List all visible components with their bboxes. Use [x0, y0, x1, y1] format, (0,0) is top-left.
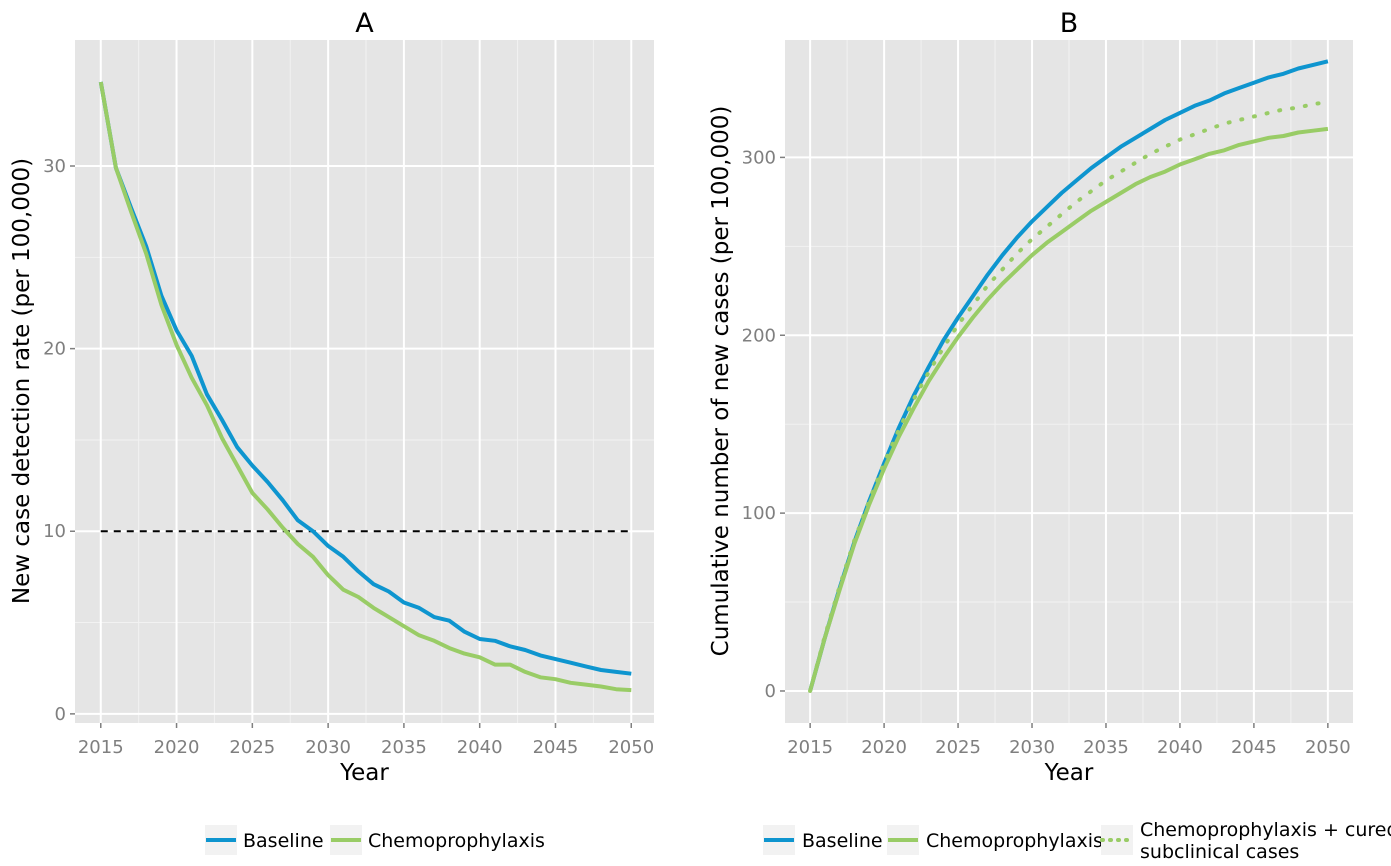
legend-a-label-baseline: Baseline — [243, 830, 324, 852]
legend-b: Baseline Chemoprophylaxis Chemoprophylax… — [763, 819, 1391, 863]
legend-b-label-cured-subclinical-line1: Chemoprophylaxis + cured — [1140, 819, 1391, 841]
legend-b-label-baseline: Baseline — [802, 830, 883, 852]
y-tick-label: 0 — [765, 681, 776, 702]
legend-a: Baseline Chemoprophylaxis — [205, 825, 545, 855]
panel-a-title: A — [355, 8, 374, 39]
series-line-chemoprophylaxis — [808, 126, 1329, 692]
series-line-chemoprophylaxis-cured-subclinical-cases — [808, 100, 1330, 693]
panel-b-series — [808, 59, 1330, 693]
x-tick-label: 2040 — [1157, 737, 1203, 758]
panel-a-x-axis-title: Year — [339, 760, 389, 786]
panel-a-background — [75, 40, 654, 723]
y-tick-label: 30 — [43, 156, 66, 177]
x-tick-label: 2030 — [305, 737, 351, 758]
x-tick-label: 2045 — [533, 737, 579, 758]
y-tick-label: 200 — [742, 325, 776, 346]
legend-b-label-chemoprophylaxis: Chemoprophylaxis — [926, 830, 1103, 852]
y-tick-label: 0 — [55, 704, 66, 725]
panel-b-title: B — [1060, 8, 1079, 39]
x-tick-label: 2025 — [935, 737, 981, 758]
x-tick-label: 2050 — [1305, 737, 1351, 758]
x-tick-label: 2020 — [154, 737, 200, 758]
panel-a-y-ticks: 0 10 20 30 — [43, 156, 75, 725]
x-tick-label: 2015 — [78, 737, 124, 758]
x-tick-label: 2040 — [457, 737, 503, 758]
x-tick-label: 2050 — [608, 737, 654, 758]
panel-b-y-axis-title: Cumulative number of new cases (per 100,… — [708, 106, 734, 657]
y-tick-label: 300 — [742, 147, 776, 168]
x-tick-label: 2035 — [1083, 737, 1129, 758]
y-tick-label: 20 — [43, 339, 66, 360]
panel-a-x-ticks: 2015 2020 2025 2030 2035 2040 2045 2050 — [78, 723, 654, 758]
x-tick-label: 2035 — [381, 737, 427, 758]
legend-a-label-chemoprophylaxis: Chemoprophylaxis — [368, 830, 545, 852]
x-tick-label: 2020 — [861, 737, 907, 758]
panel-a-grid — [75, 40, 654, 723]
series-line-chemoprophylaxis — [98, 81, 632, 693]
series-line-baseline — [98, 81, 632, 676]
y-tick-label: 100 — [742, 503, 776, 524]
legend-b-label-cured-subclinical-line2: subclinical cases — [1140, 841, 1299, 861]
panel-b-x-ticks: 2015 2020 2025 2030 2035 2040 2045 2050 — [787, 723, 1351, 758]
panel-a-y-axis-title: New case detection rate (per 100,000) — [9, 158, 35, 604]
x-tick-label: 2015 — [787, 737, 833, 758]
x-tick-label: 2045 — [1231, 737, 1277, 758]
panel-b-y-ticks: 0 100 200 300 — [742, 147, 785, 702]
panel-b-x-axis-title: Year — [1044, 760, 1094, 786]
y-tick-label: 10 — [43, 521, 66, 542]
x-tick-label: 2025 — [229, 737, 275, 758]
panel-a-series — [98, 81, 632, 693]
x-tick-label: 2030 — [1009, 737, 1055, 758]
